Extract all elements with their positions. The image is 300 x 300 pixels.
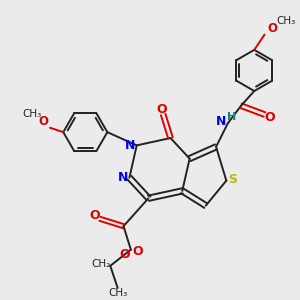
Text: O: O [119, 248, 130, 262]
Text: CH₃: CH₃ [22, 109, 41, 118]
Text: N: N [216, 116, 226, 128]
Text: O: O [267, 22, 277, 35]
Text: O: O [265, 111, 275, 124]
Text: O: O [132, 245, 142, 258]
Text: N: N [125, 139, 136, 152]
Text: O: O [89, 209, 100, 222]
Text: N: N [118, 171, 128, 184]
Text: H: H [227, 112, 236, 122]
Text: O: O [156, 103, 167, 116]
Text: CH₃: CH₃ [276, 16, 295, 26]
Text: S: S [228, 173, 237, 186]
Text: CH₂: CH₂ [92, 260, 111, 269]
Text: CH₃: CH₃ [108, 288, 127, 298]
Text: O: O [39, 116, 49, 128]
